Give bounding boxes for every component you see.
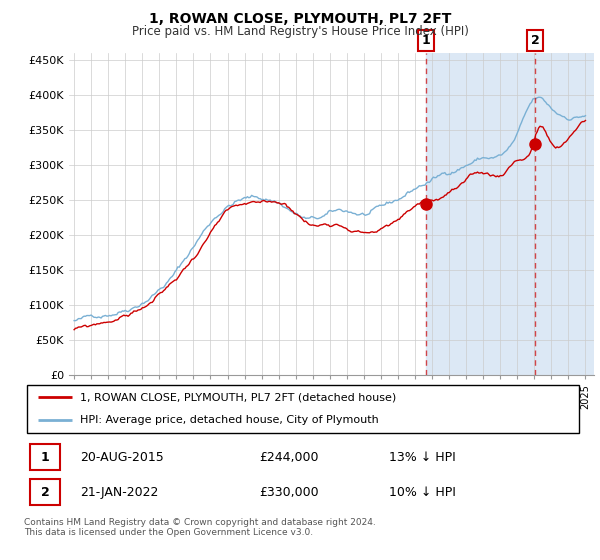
Text: 2: 2 (41, 486, 49, 498)
FancyBboxPatch shape (27, 385, 580, 433)
Text: 13% ↓ HPI: 13% ↓ HPI (389, 451, 455, 464)
Text: Contains HM Land Registry data © Crown copyright and database right 2024.
This d: Contains HM Land Registry data © Crown c… (24, 518, 376, 538)
Text: HPI: Average price, detached house, City of Plymouth: HPI: Average price, detached house, City… (80, 416, 379, 426)
Bar (535, 53, 594, 375)
Text: Price paid vs. HM Land Registry's House Price Index (HPI): Price paid vs. HM Land Registry's House … (131, 25, 469, 38)
Text: 1, ROWAN CLOSE, PLYMOUTH, PL7 2FT (detached house): 1, ROWAN CLOSE, PLYMOUTH, PL7 2FT (detac… (80, 392, 397, 402)
Text: 2: 2 (531, 34, 539, 47)
Text: 20-AUG-2015: 20-AUG-2015 (80, 451, 164, 464)
Bar (426, 53, 535, 375)
Text: £330,000: £330,000 (260, 486, 319, 498)
Text: 1: 1 (421, 34, 430, 47)
Text: 1: 1 (41, 451, 49, 464)
Text: £244,000: £244,000 (260, 451, 319, 464)
Text: 10% ↓ HPI: 10% ↓ HPI (389, 486, 455, 498)
Text: 21-JAN-2022: 21-JAN-2022 (80, 486, 158, 498)
Text: 1, ROWAN CLOSE, PLYMOUTH, PL7 2FT: 1, ROWAN CLOSE, PLYMOUTH, PL7 2FT (149, 12, 451, 26)
FancyBboxPatch shape (29, 479, 61, 505)
FancyBboxPatch shape (29, 444, 61, 470)
